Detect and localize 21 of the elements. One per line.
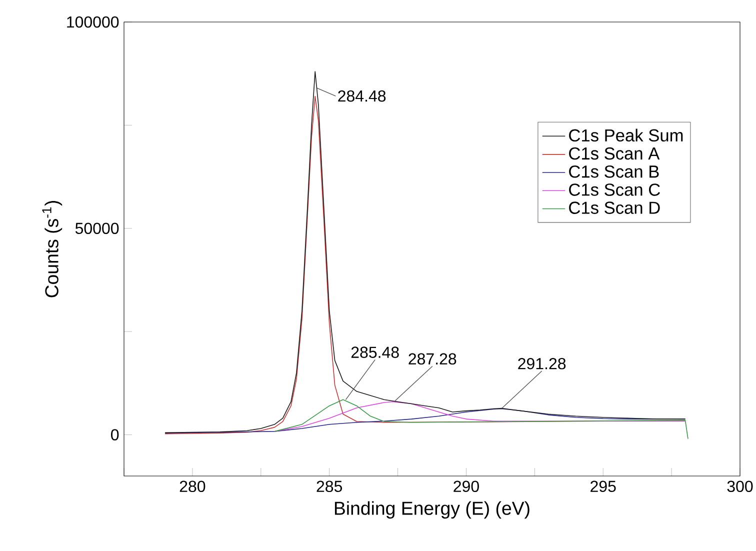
x-tick-label: 300 — [727, 480, 753, 492]
x-tick-label: 280 — [180, 480, 206, 492]
legend-label: C1s Scan A — [569, 147, 660, 160]
legend-label: C1s Scan B — [569, 165, 659, 178]
y-axis-title: Counts (s$^{-1}$) — [42, 200, 62, 298]
legend-label: C1s Scan D — [569, 202, 660, 214]
x-axis-title: Binding Energy (E) (eV) — [334, 501, 530, 519]
x-tick-label: 285 — [316, 480, 342, 492]
x-tick-label: 295 — [590, 480, 616, 492]
legend-label: C1s Scan C — [569, 184, 660, 196]
legend-label: C1s Peak Sum — [569, 128, 683, 142]
x-tick-label: 290 — [454, 480, 479, 492]
y-tick-label: 100000 — [67, 16, 119, 28]
annotation: 287.28 — [408, 353, 456, 365]
annotation: 284.48 — [338, 90, 386, 102]
line-series — [274, 399, 688, 440]
annotation: 291.28 — [518, 358, 566, 370]
line-series — [274, 401, 686, 432]
annotation: 285.48 — [351, 346, 399, 358]
y-tick-label: 0 — [111, 429, 119, 440]
y-tick-label: 50000 — [75, 222, 119, 234]
